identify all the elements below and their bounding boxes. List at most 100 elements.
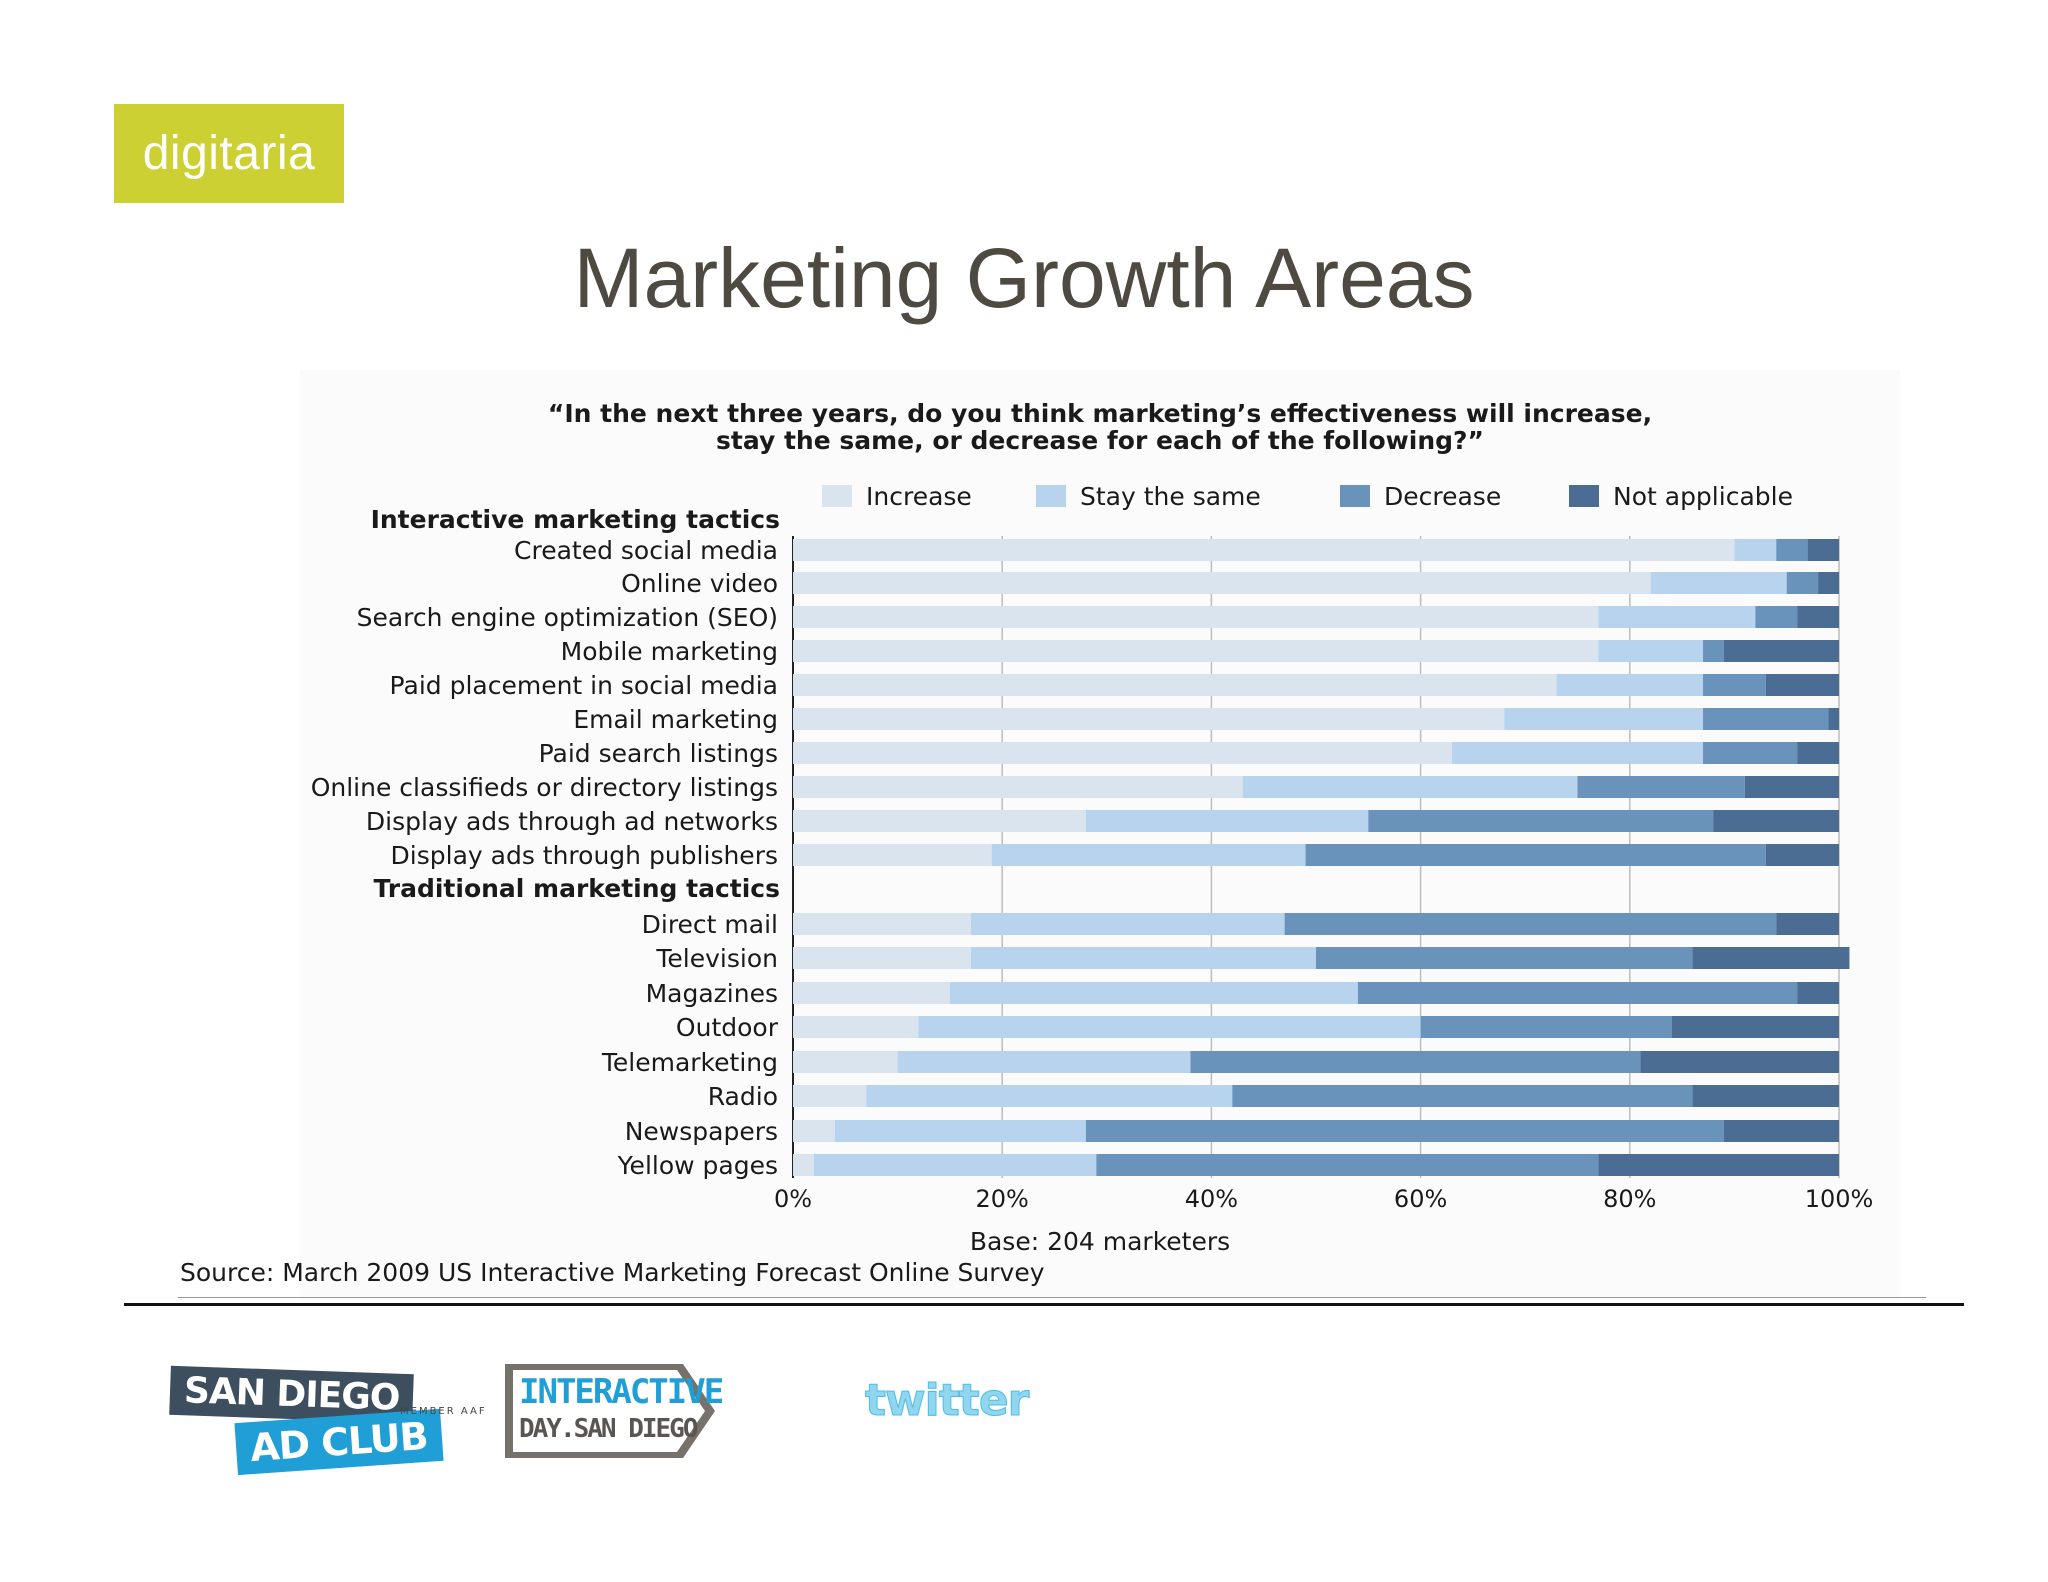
bar-segment [1703,742,1798,764]
bar-segment [1085,810,1369,832]
category-label: Mobile marketing [561,637,778,666]
legend-swatch [822,485,852,507]
x-tick-label: 20% [976,1185,1029,1213]
bar-segment [1765,844,1839,866]
bar-segment [1734,539,1777,561]
category-label: Online classifieds or directory listings [311,773,778,802]
base-note: Base: 204 marketers [970,1227,1230,1256]
category-label: Search engine optimization (SEO) [357,603,778,632]
bar-segment [970,947,1316,969]
legend-swatch [1340,485,1370,507]
bar-segment [793,982,950,1004]
bar-segment [793,640,1599,662]
category-label: Paid search listings [539,739,778,768]
bar-segment [793,844,992,866]
bar-segment [793,947,971,969]
bar-segment [1818,572,1839,594]
bar-segment [1284,913,1777,935]
bar-segment [1504,708,1704,730]
bar-segment [1692,1085,1839,1107]
x-tick-label: 0% [774,1185,812,1213]
bar-segment [1305,844,1766,866]
group-header: Traditional marketing tactics [373,874,780,903]
bar-segment [1577,776,1745,798]
category-label: Newspapers [625,1117,778,1146]
bar-segment [1744,776,1839,798]
bar-segment [1692,947,1850,969]
interactive-day-line2: DAY.SAN DIEGO [519,1414,698,1444]
bar-segment [793,674,1557,696]
bar-segment [1598,1154,1839,1176]
interactive-day-logo: INTERACTIVE DAY.SAN DIEGO [505,1362,724,1460]
category-label: Display ads through publishers [391,841,778,870]
bar-segment [1797,606,1839,628]
bar-segment [991,844,1306,866]
member-aaf-text: MEMBER AAF [400,1406,487,1417]
bar-segment [793,776,1243,798]
bar-segment [1703,674,1766,696]
bar-segment [1640,1051,1839,1073]
san-diego-ad-club-logo: SAN DIEGO AD CLUB [169,1365,500,1476]
category-label: Direct mail [642,910,778,939]
bar-segment [1085,1120,1724,1142]
bar-segment [1828,708,1839,730]
bar-segment [970,913,1285,935]
category-label: Display ads through ad networks [366,807,778,836]
digitaria-logo: digitaria [114,104,344,203]
category-label: Magazines [646,979,778,1008]
chart-title-line1: “In the next three years, do you think m… [548,399,1652,428]
x-tick-label: 100% [1805,1185,1874,1213]
bar-segment [1096,1154,1599,1176]
bar-segment [1242,776,1578,798]
bar-segment [1598,606,1756,628]
bar-segment [1671,1016,1839,1038]
source-note: Source: March 2009 US Interactive Market… [180,1258,1045,1287]
category-label: Yellow pages [617,1151,778,1180]
bar-segment [1755,606,1798,628]
bar-segment [793,1016,919,1038]
bar-segment [949,982,1358,1004]
category-label: Radio [708,1082,778,1111]
category-label: Online video [621,569,778,598]
bar-segment [1765,674,1839,696]
bar-segment [793,1051,898,1073]
bar-segment [1797,742,1839,764]
legend-label: Stay the same [1080,482,1261,511]
bar-segment [793,606,1599,628]
twitter-logo: twitter [864,1375,1029,1427]
x-tick-label: 60% [1394,1185,1447,1213]
bar-segment [1807,539,1839,561]
bar-segment [1786,572,1819,594]
bar-segment [1232,1085,1693,1107]
bar-segment [813,1154,1097,1176]
interactive-day-line1: INTERACTIVE [519,1372,724,1412]
x-tick-label: 80% [1603,1185,1656,1213]
x-tick-label: 40% [1185,1185,1238,1213]
bar-segment [793,708,1505,730]
bar-segment [834,1120,1086,1142]
legend-label: Increase [866,482,972,511]
arrow-icon [505,1364,715,1458]
category-label: Television [655,944,778,973]
divider-thin [178,1297,1926,1298]
bar-segment [793,913,971,935]
bar-segment [1598,640,1704,662]
bar-segment [1420,1016,1672,1038]
bar-segment [1650,572,1787,594]
category-label: Outdoor [676,1013,779,1042]
bar-segment [1797,982,1839,1004]
legend-label: Not applicable [1613,482,1793,511]
page-title: Marketing Growth Areas [573,231,1475,325]
bar-segment [866,1085,1233,1107]
bar-segment [793,572,1651,594]
legend-swatch [1569,485,1599,507]
bar-segment [793,810,1086,832]
bar-segment [1556,674,1704,696]
bar-segment [793,742,1452,764]
divider [124,1303,1964,1306]
bar-segment [897,1051,1191,1073]
category-label: Telemarketing [601,1048,778,1077]
stacked-bar-chart: “In the next three years, do you think m… [311,399,1874,1256]
bar-segment [1357,982,1798,1004]
bar-segment [1776,539,1808,561]
